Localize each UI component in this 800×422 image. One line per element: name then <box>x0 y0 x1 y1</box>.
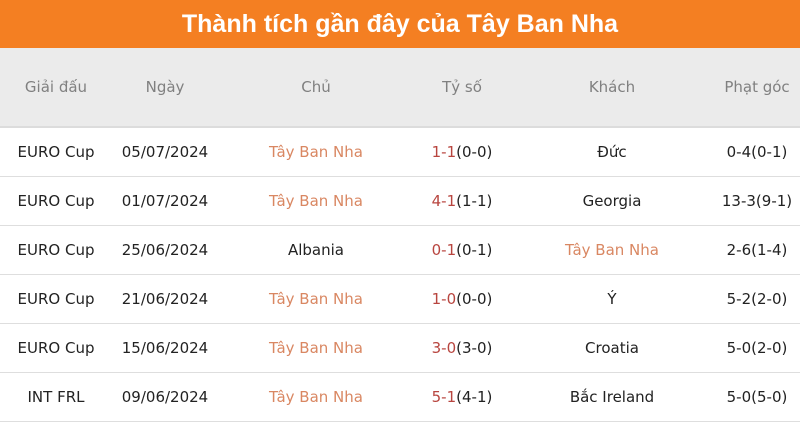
fulltime-score: 1-1 <box>431 143 457 161</box>
table-row: EURO Cup 21/06/2024 Tây Ban Nha 1-0(0-0) Ý 5-… <box>0 274 800 324</box>
home-team-cell: Tây Ban Nha <box>218 323 414 373</box>
header-home: Chủ <box>218 48 414 128</box>
halftime-score: (0-0) <box>456 143 493 161</box>
away-team-cell: Bắc Ireland <box>510 372 714 422</box>
page-title: Thành tích gần đây của Tây Ban Nha <box>0 0 800 48</box>
halftime-score: (1-1) <box>456 192 493 210</box>
date-cell: 25/06/2024 <box>112 225 218 275</box>
score-cell: 1-0(0-0) <box>414 274 510 324</box>
home-team-cell: Tây Ban Nha <box>218 176 414 226</box>
league-cell: EURO Cup <box>0 323 112 373</box>
home-team-cell: Tây Ban Nha <box>218 372 414 422</box>
league-cell: INT FRL <box>0 372 112 422</box>
header-score: Tỷ số <box>414 48 510 128</box>
away-team-cell: Georgia <box>510 176 714 226</box>
table-row: EURO Cup 25/06/2024 Albania 0-1(0-1) Tây Ban… <box>0 225 800 275</box>
away-team-cell: Đức <box>510 127 714 177</box>
fulltime-score: 3-0 <box>431 339 457 357</box>
header-row: Giải đấu Ngày Chủ Tỷ số Khách Phạt góc <box>0 48 800 128</box>
corners-cell: 2-6(1-4) <box>714 225 800 275</box>
score-cell: 4-1(1-1) <box>414 176 510 226</box>
date-cell: 21/06/2024 <box>112 274 218 324</box>
league-cell: EURO Cup <box>0 176 112 226</box>
header-league: Giải đấu <box>0 48 112 128</box>
results-table: Giải đấu Ngày Chủ Tỷ số Khách Phạt góc E… <box>0 48 800 422</box>
league-cell: EURO Cup <box>0 127 112 177</box>
table-row: EURO Cup 01/07/2024 Tây Ban Nha 4-1(1-1) Geo… <box>0 176 800 226</box>
score-cell: 5-1(4-1) <box>414 372 510 422</box>
corners-cell: 5-2(2-0) <box>714 274 800 324</box>
corners-cell: 5-0(2-0) <box>714 323 800 373</box>
date-cell: 15/06/2024 <box>112 323 218 373</box>
score-cell: 3-0(3-0) <box>414 323 510 373</box>
fulltime-score: 4-1 <box>431 192 457 210</box>
halftime-score: (0-1) <box>456 241 493 259</box>
header-date: Ngày <box>112 48 218 128</box>
date-cell: 09/06/2024 <box>112 372 218 422</box>
home-team-cell: Tây Ban Nha <box>218 127 414 177</box>
league-cell: EURO Cup <box>0 274 112 324</box>
date-cell: 05/07/2024 <box>112 127 218 177</box>
away-team-cell: Ý <box>510 274 714 324</box>
halftime-score: (0-0) <box>456 290 493 308</box>
home-team-cell: Tây Ban Nha <box>218 274 414 324</box>
header-corners: Phạt góc <box>714 48 800 128</box>
table-row: INT FRL 09/06/2024 Tây Ban Nha 5-1(4-1) Bắc … <box>0 372 800 422</box>
fulltime-score: 5-1 <box>431 388 457 406</box>
fulltime-score: 0-1 <box>431 241 457 259</box>
fulltime-score: 1-0 <box>431 290 457 308</box>
header-away: Khách <box>510 48 714 128</box>
table-row: EURO Cup 05/07/2024 Tây Ban Nha 1-1(0-0) Đức… <box>0 127 800 177</box>
date-cell: 01/07/2024 <box>112 176 218 226</box>
score-cell: 0-1(0-1) <box>414 225 510 275</box>
corners-cell: 13-3(9-1) <box>714 176 800 226</box>
league-cell: EURO Cup <box>0 225 112 275</box>
corners-cell: 5-0(5-0) <box>714 372 800 422</box>
score-cell: 1-1(0-0) <box>414 127 510 177</box>
halftime-score: (3-0) <box>456 339 493 357</box>
away-team-cell: Tây Ban Nha <box>510 225 714 275</box>
corners-cell: 0-4(0-1) <box>714 127 800 177</box>
table-row: EURO Cup 15/06/2024 Tây Ban Nha 3-0(3-0) Cro… <box>0 323 800 373</box>
home-team-cell: Albania <box>218 225 414 275</box>
away-team-cell: Croatia <box>510 323 714 373</box>
halftime-score: (4-1) <box>456 388 493 406</box>
